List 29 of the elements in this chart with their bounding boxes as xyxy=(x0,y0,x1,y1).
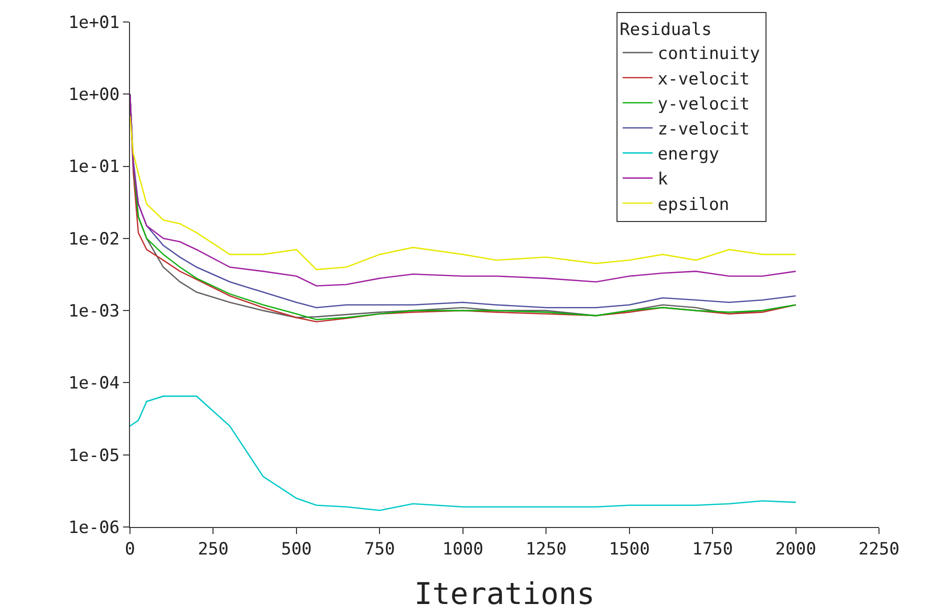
x-tick-label: 750 xyxy=(364,539,396,560)
y-tick-label: 1e-04 xyxy=(68,374,120,394)
x-tick-label: 500 xyxy=(281,539,312,560)
legend-label: continuity xyxy=(658,44,760,64)
x-tick-label: 250 xyxy=(198,539,229,560)
y-tick-label: 1e-02 xyxy=(68,229,120,250)
x-axis-title: Iterations xyxy=(414,577,595,612)
line-series xyxy=(130,115,796,270)
x-tick-label: 1250 xyxy=(526,539,567,560)
legend-label: z-velocit xyxy=(658,119,750,140)
x-tick-label: 1750 xyxy=(692,539,734,560)
y-tick-label: 1e+00 xyxy=(68,85,120,106)
y-tick-label: 1e+01 xyxy=(68,12,120,33)
legend-title: Residuals xyxy=(620,20,712,40)
y-tick-label: 1e-05 xyxy=(68,446,120,466)
y-tick-label: 1e-03 xyxy=(68,302,120,322)
legend-label: k xyxy=(658,170,668,190)
x-tick-label: 2250 xyxy=(858,539,900,560)
x-tick-label: 1000 xyxy=(442,539,484,560)
y-tick-label: 1e-06 xyxy=(68,518,120,538)
line-series xyxy=(130,396,796,512)
x-tick-label: 2000 xyxy=(775,539,816,560)
x-tick-label: 0 xyxy=(124,539,136,560)
legend-label: epsilon xyxy=(658,194,730,215)
y-tick-label: 1e-01 xyxy=(68,157,120,178)
legend-label: energy xyxy=(658,144,720,165)
x-tick-label: 1500 xyxy=(608,539,650,560)
legend-label: x-velocit xyxy=(658,69,750,90)
legend-label: y-velocit xyxy=(658,94,750,114)
